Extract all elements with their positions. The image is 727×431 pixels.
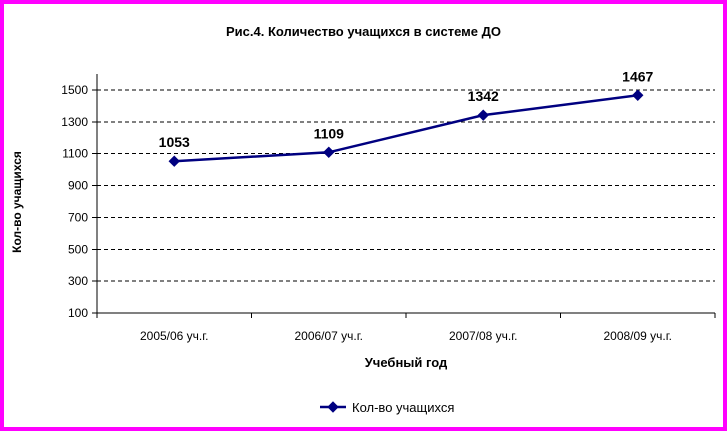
legend-label: Кол-во учащихся [352, 400, 454, 415]
data-label: 1467 [622, 68, 653, 84]
data-point-marker [477, 109, 489, 121]
data-point-marker [323, 146, 335, 158]
data-label: 1053 [159, 134, 190, 150]
legend-marker [327, 401, 339, 413]
y-tick-label: 700 [68, 210, 88, 224]
x-axis-title: Учебный год [365, 355, 448, 370]
x-tick-label: 2007/08 уч.г. [449, 329, 518, 343]
chart-title: Рис.4. Количество учащихся в системе ДО [226, 24, 501, 39]
line-chart: 100 300 500 700 900 1100 1300 1500 2005/06 уч.г.… [10, 68, 716, 415]
y-tick-label: 300 [68, 274, 88, 288]
y-tick-label: 100 [68, 306, 88, 320]
x-tick-label: 2006/07 уч.г. [294, 329, 363, 343]
y-tick-label: 1500 [61, 83, 88, 97]
y-axis-title: Кол-во учащихся [10, 151, 24, 253]
series-line [174, 94, 638, 163]
y-tick-label: 1100 [62, 147, 88, 161]
y-tick-label: 500 [68, 242, 88, 256]
data-point-marker [632, 89, 644, 101]
data-point-marker [168, 155, 180, 167]
y-tick-label: 900 [68, 179, 88, 193]
x-tick-label: 2008/09 уч.г. [603, 329, 672, 343]
x-tick-label: 2005/06 уч.г. [140, 329, 209, 343]
data-label: 1109 [314, 125, 345, 141]
y-tick-label: 1300 [61, 115, 88, 129]
data-label: 1342 [468, 88, 499, 104]
